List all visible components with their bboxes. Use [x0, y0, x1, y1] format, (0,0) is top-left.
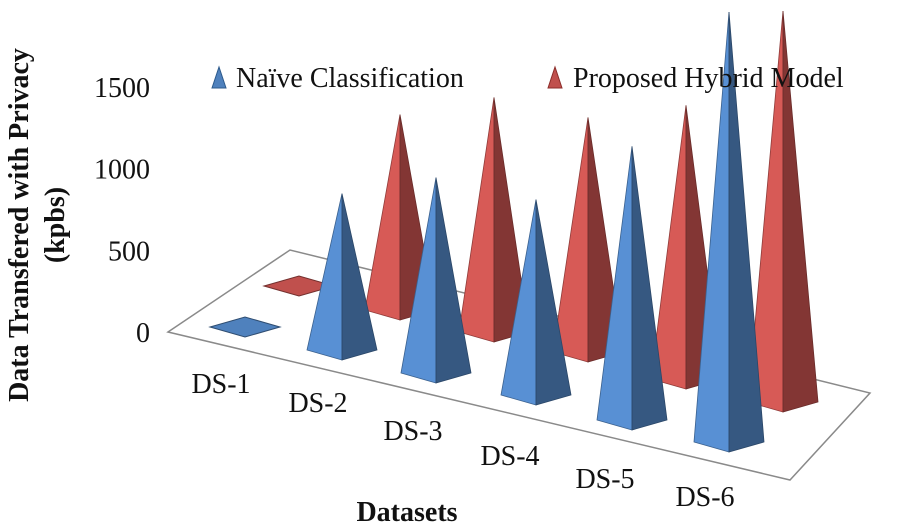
- pyramid-base-face: [208, 316, 282, 338]
- pyramid-face-left: [458, 97, 495, 343]
- pyramid-naive-ds-4: [500, 199, 572, 406]
- x-tick-label: DS-4: [480, 441, 539, 472]
- pyramid-face-right: [435, 177, 472, 384]
- chart-marks: [208, 11, 819, 453]
- y-axis: 0 500 1000 1500: [94, 73, 150, 349]
- x-tick-label: DS-6: [675, 482, 734, 513]
- pyramid-hybrid-ds-3: [458, 97, 530, 343]
- legend-label-hybrid: Proposed Hybrid Model: [573, 63, 844, 94]
- pyramid-naive-ds-6: [693, 11, 765, 453]
- pyramid-face-left: [364, 114, 401, 321]
- legend-item-naive: Naïve Classification: [211, 63, 464, 94]
- x-tick-label: DS-5: [575, 464, 634, 495]
- y-tick-label: 1500: [94, 73, 150, 104]
- legend-item-hybrid: Proposed Hybrid Model: [547, 63, 844, 94]
- x-axis-title: Datasets: [356, 497, 457, 528]
- legend-swatch-naive: [211, 65, 227, 89]
- y-tick-label: 0: [136, 318, 150, 349]
- y-axis-title-line-2: (kpbs): [40, 187, 71, 263]
- x-axis: DS-1 DS-2 DS-3 DS-4 DS-5 DS-6: [191, 369, 734, 513]
- x-tick-label: DS-3: [383, 416, 442, 447]
- y-tick-label: 1000: [94, 155, 150, 186]
- y-axis-title-line-1: Data Transfered with Privacy: [4, 48, 35, 402]
- pyramid-naive-ds-5: [596, 146, 668, 431]
- x-tick-label: DS-1: [191, 369, 250, 400]
- y-tick-label: 500: [108, 236, 150, 267]
- y-axis-title: Data Transfered with Privacy (kpbs): [4, 48, 71, 402]
- pyramid-naive-ds-1: [208, 316, 282, 338]
- legend-label-naive: Naïve Classification: [236, 63, 464, 94]
- pyramid-face-right: [728, 11, 765, 453]
- x-tick-label: DS-2: [288, 388, 347, 419]
- pyramid-naive-ds-2: [306, 193, 378, 361]
- pyramid-naive-ds-3: [400, 177, 472, 384]
- legend: Naïve Classification Proposed Hybrid Mod…: [211, 63, 844, 94]
- pyramid-face-right: [341, 193, 378, 361]
- legend-swatch-hybrid: [547, 65, 563, 89]
- pyramid-hybrid-ds-6: [747, 11, 819, 413]
- pyramid-face-right: [782, 11, 819, 413]
- pyramid-face-right: [535, 199, 572, 406]
- pyramid-face-right: [631, 146, 668, 431]
